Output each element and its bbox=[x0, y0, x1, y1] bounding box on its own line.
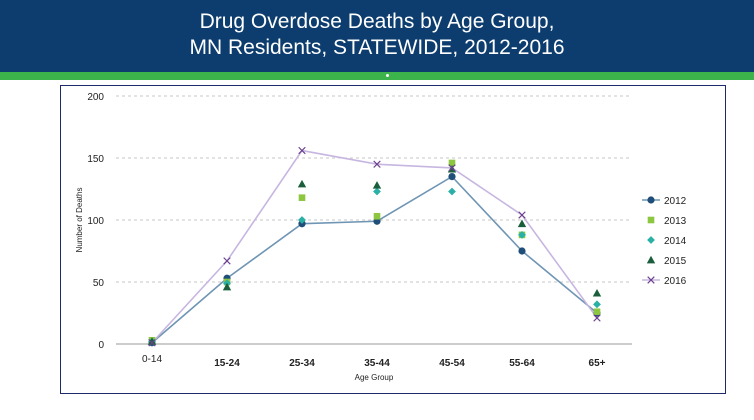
legend-marker bbox=[647, 196, 655, 204]
y-tick-label: 50 bbox=[93, 278, 105, 289]
data-point bbox=[373, 187, 381, 196]
data-point bbox=[517, 219, 527, 228]
legend-item-2016: 2016 bbox=[642, 276, 687, 287]
x-tick-label: 0-14 bbox=[142, 354, 162, 365]
legend-label: 2014 bbox=[664, 236, 687, 247]
chart-title-line-2: MN Residents, STATEWIDE, 2012-2016 bbox=[189, 36, 565, 59]
data-point bbox=[372, 181, 382, 189]
legend-item-2013: 2013 bbox=[647, 216, 687, 227]
x-tick-label: 65+ bbox=[589, 358, 606, 369]
data-point bbox=[222, 282, 232, 291]
data-point bbox=[297, 179, 307, 188]
legend-marker bbox=[647, 236, 655, 244]
data-point bbox=[448, 159, 456, 167]
legend-item-2012: 2012 bbox=[642, 196, 687, 207]
series-line-2012 bbox=[151, 175, 598, 344]
y-tick-label: 200 bbox=[87, 92, 104, 103]
legend-item-2015: 2015 bbox=[646, 255, 687, 267]
y-tick-label: 100 bbox=[87, 216, 104, 227]
x-tick-label: 55-64 bbox=[509, 358, 535, 369]
data-point bbox=[298, 146, 306, 155]
data-point bbox=[518, 211, 526, 219]
data-point bbox=[593, 300, 601, 309]
legend-item-2014: 2014 bbox=[647, 236, 687, 247]
data-point bbox=[448, 164, 456, 172]
series-line-2016 bbox=[151, 149, 598, 344]
data-point bbox=[148, 339, 156, 347]
banner-dot bbox=[386, 74, 389, 77]
data-point bbox=[448, 173, 456, 181]
x-tick-label: 35-44 bbox=[364, 358, 390, 369]
data-point bbox=[147, 337, 157, 345]
data-point bbox=[448, 187, 456, 196]
legend-marker bbox=[646, 255, 656, 264]
legend-marker bbox=[647, 216, 655, 224]
data-point bbox=[593, 308, 601, 316]
x-tick-label: 45-54 bbox=[439, 358, 465, 369]
data-point bbox=[518, 230, 526, 239]
data-point bbox=[298, 194, 306, 201]
data-point bbox=[518, 247, 526, 255]
y-tick-label: 150 bbox=[87, 154, 104, 165]
x-tick-label: 25-34 bbox=[289, 358, 315, 369]
x-tick-label: 15-24 bbox=[214, 358, 240, 369]
data-point bbox=[298, 216, 306, 224]
legend-label: 2016 bbox=[664, 276, 687, 287]
data-point bbox=[373, 160, 381, 168]
legend-label: 2013 bbox=[664, 216, 687, 227]
y-tick-label: 0 bbox=[98, 340, 104, 351]
legend-label: 2012 bbox=[664, 196, 687, 207]
title-banner bbox=[0, 0, 754, 72]
data-point bbox=[593, 314, 601, 322]
chart-frame bbox=[60, 85, 726, 394]
accent-stripe bbox=[0, 72, 754, 80]
chart-title-line-1: Drug Overdose Deaths by Age Group, bbox=[199, 10, 555, 33]
y-axis-label: Number of Deaths bbox=[75, 188, 84, 253]
legend-label: 2015 bbox=[664, 256, 687, 267]
data-point bbox=[223, 257, 231, 265]
data-point bbox=[373, 212, 381, 220]
legend-marker bbox=[647, 276, 655, 284]
data-point bbox=[592, 288, 602, 297]
x-axis-label: Age Group bbox=[355, 373, 394, 382]
